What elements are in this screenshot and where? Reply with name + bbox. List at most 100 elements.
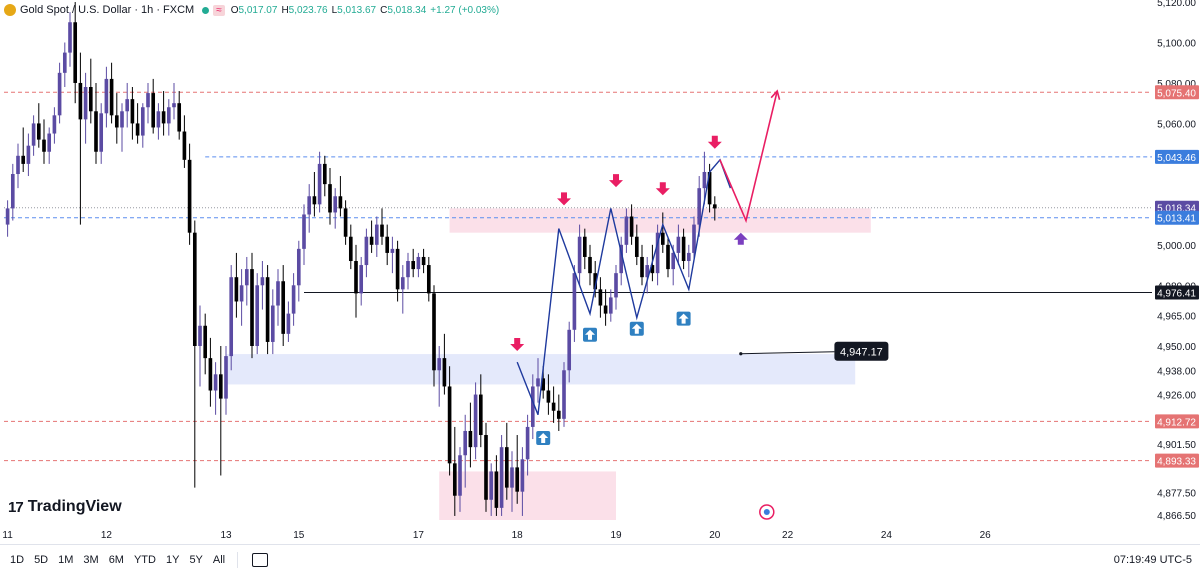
candle-body [213,374,218,391]
candle-body [541,378,546,391]
time-tick-label: 17 [413,530,425,541]
candle-body [52,115,57,134]
time-tick-label: 26 [980,530,992,541]
price-tick-label: 4,950.00 [1157,342,1196,353]
candle-body [614,273,618,298]
price-tick-label: 5,120.00 [1157,0,1196,9]
candle-body [296,248,301,286]
market-open-icon [202,6,210,14]
wave-icon[interactable]: ≈ [213,4,225,16]
clock-readout[interactable]: 07:19:49 UTC-5 [1113,553,1192,566]
open-label: O [230,4,239,16]
candle-body [260,277,265,286]
drawings-layer: 4,947.17 [516,89,889,416]
candle-body [478,394,483,436]
candle-body [369,236,374,245]
price-tick-label: 5,060.00 [1157,119,1196,130]
candle-body [473,394,478,448]
candle-body [270,305,275,342]
sell-arrow-icon [510,338,525,352]
candle-body [182,131,187,160]
candle-body [395,248,400,290]
candle-body [234,277,239,302]
timeframe-6m[interactable]: 6M [108,553,124,566]
candle-body [224,356,228,399]
candle-body [447,386,452,464]
candle-body [588,256,592,274]
candle-body [265,277,270,342]
symbol-title[interactable]: Gold Spot / U.S. Dollar · 1h · FXCM [20,4,195,16]
candle-body [452,463,457,496]
candle-body [317,163,322,205]
candle-body [442,358,447,387]
price-axis: 5,120.00 5,100.00 5,080.00 5,060.00 5,000.00… [1155,0,1199,522]
candle-body [536,378,540,387]
candle-body [208,358,213,391]
tradingview-logo[interactable]: 17 TradingView [8,498,122,516]
candle-body [603,305,608,314]
candle-body [156,111,161,128]
annotation-line [740,351,835,355]
candle-body [572,273,577,330]
candle-body [218,374,223,399]
tradingview-wordmark: TradingView [27,498,122,515]
candle-body [16,155,20,175]
candle-body [374,224,379,245]
buy-arrow-icon [631,323,642,334]
candle-body [504,447,509,488]
timeframe-all[interactable]: All [212,553,226,566]
candle-body [135,123,140,136]
price-tick-label: 4,866.50 [1157,511,1196,522]
candle-body [406,261,410,278]
candle-body [551,402,556,411]
candle-body [489,471,494,500]
price-tick-label: 5,100.00 [1157,38,1196,49]
candle-body [244,269,249,286]
candle-body [328,184,332,213]
candle-body [712,204,717,209]
price-badge-text: 4,893.33 [1157,457,1196,468]
candle-body [458,455,462,496]
timeframe-1m[interactable]: 1M [58,553,74,566]
candle-body [146,93,150,108]
sell-arrow-icon [557,192,571,206]
candle-body [697,188,702,225]
price-badge [1155,149,1199,164]
candle-body [598,289,603,306]
candle-body [26,145,31,164]
candle-body [73,22,78,83]
annotation-label-box [834,341,889,361]
support-zone [226,354,856,385]
timeframe-5d[interactable]: 5D [34,553,49,566]
timeframe-5y[interactable]: 5Y [189,553,203,566]
candle-body [21,155,26,164]
toolbar-divider [237,551,239,568]
price-chart[interactable]: 4,947.17 5,120.00 5,100.00 5,080.00 5,060.0… [0,0,1200,544]
candle-body [31,123,36,146]
candle-body [130,99,135,124]
candle-body [68,22,72,53]
candle-body [239,285,244,302]
candle-body [515,467,520,492]
price-badge [1155,285,1199,300]
candle-body [286,313,291,334]
candle-body [624,216,629,245]
timeframe-3m[interactable]: 3M [83,553,99,566]
timeframe-1y[interactable]: 1Y [165,553,180,566]
candle-body [468,430,473,448]
bottom-toolbar: 1D 5D 1M 3M 6M YTD 1Y 5Y All 07:19:49 UT… [0,544,1200,574]
candle-body [411,261,416,270]
candle-body [525,426,530,460]
timeframe-1d[interactable]: 1D [10,553,25,566]
candle-body [629,216,634,237]
timeframe-ytd[interactable]: YTD [133,553,156,566]
candle-body [437,358,442,371]
time-tick-label: 20 [709,530,721,541]
price-tick-label: 4,938.00 [1157,366,1196,377]
candle-body [692,224,696,253]
candle-body [671,252,676,270]
calendar-icon[interactable] [252,552,269,567]
time-tick-label: 18 [512,530,524,541]
candle-body [364,236,369,266]
candle-body [582,236,587,257]
